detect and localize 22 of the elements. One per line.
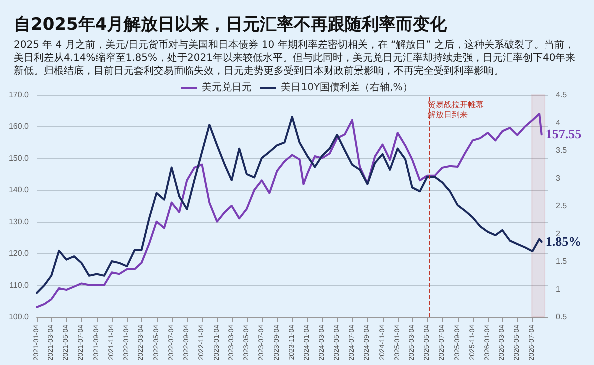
y2-tick-label: 1 [556,284,561,294]
y2-tick-label: 4 [556,118,561,128]
y2-tick-label: 1.5 [556,257,568,266]
chart-title: 自2025年4月解放日以来，日元汇率不再跟随利率而变化 [14,14,448,36]
y2-tick-label: 2.5 [556,202,568,210]
legend-label: 美日10Y国债利差（右轴,%） [281,82,413,94]
y2-tick-label: 4.5 [556,90,568,100]
y-tick-label: 160.0 [8,122,30,132]
y-tick-label: 100.0 [8,312,30,322]
y2-tick-label: 3.5 [556,146,568,155]
chart-subtitle: 2025 年 4 月之前，美元/日元货币对与美国和日本债券 10 年期利率差密切相关，在 “解放日” 之后，这种关系破裂了。当前，美日利差从4.14%缩窄至1.85%，处于2021年以来较低水平。但与此同时，美元兑日元汇率却持续走强，日元汇率创下40年来新低。归根结底，目前日元套利交易面临失效，日元走势更多受到日本财政前景影响，不再完全受到利率影响。 [14,39,577,78]
annotation: 157.55 [546,126,582,142]
y-tick-label: 120.0 [8,249,30,258]
y-tick-label: 140.0 [8,186,30,195]
y-tick-label: 150.0 [8,154,30,163]
y-tick-label: 130.0 [8,217,30,226]
y2-tick-label: 2 [556,229,561,238]
y2-tick-label: 0.5 [556,312,568,322]
y2-tick-label: 3 [556,174,561,183]
y-tick-label: 170.0 [8,90,30,100]
y-tick-label: 110.0 [10,280,30,290]
legend-label: 美元兑日元 [202,82,252,94]
